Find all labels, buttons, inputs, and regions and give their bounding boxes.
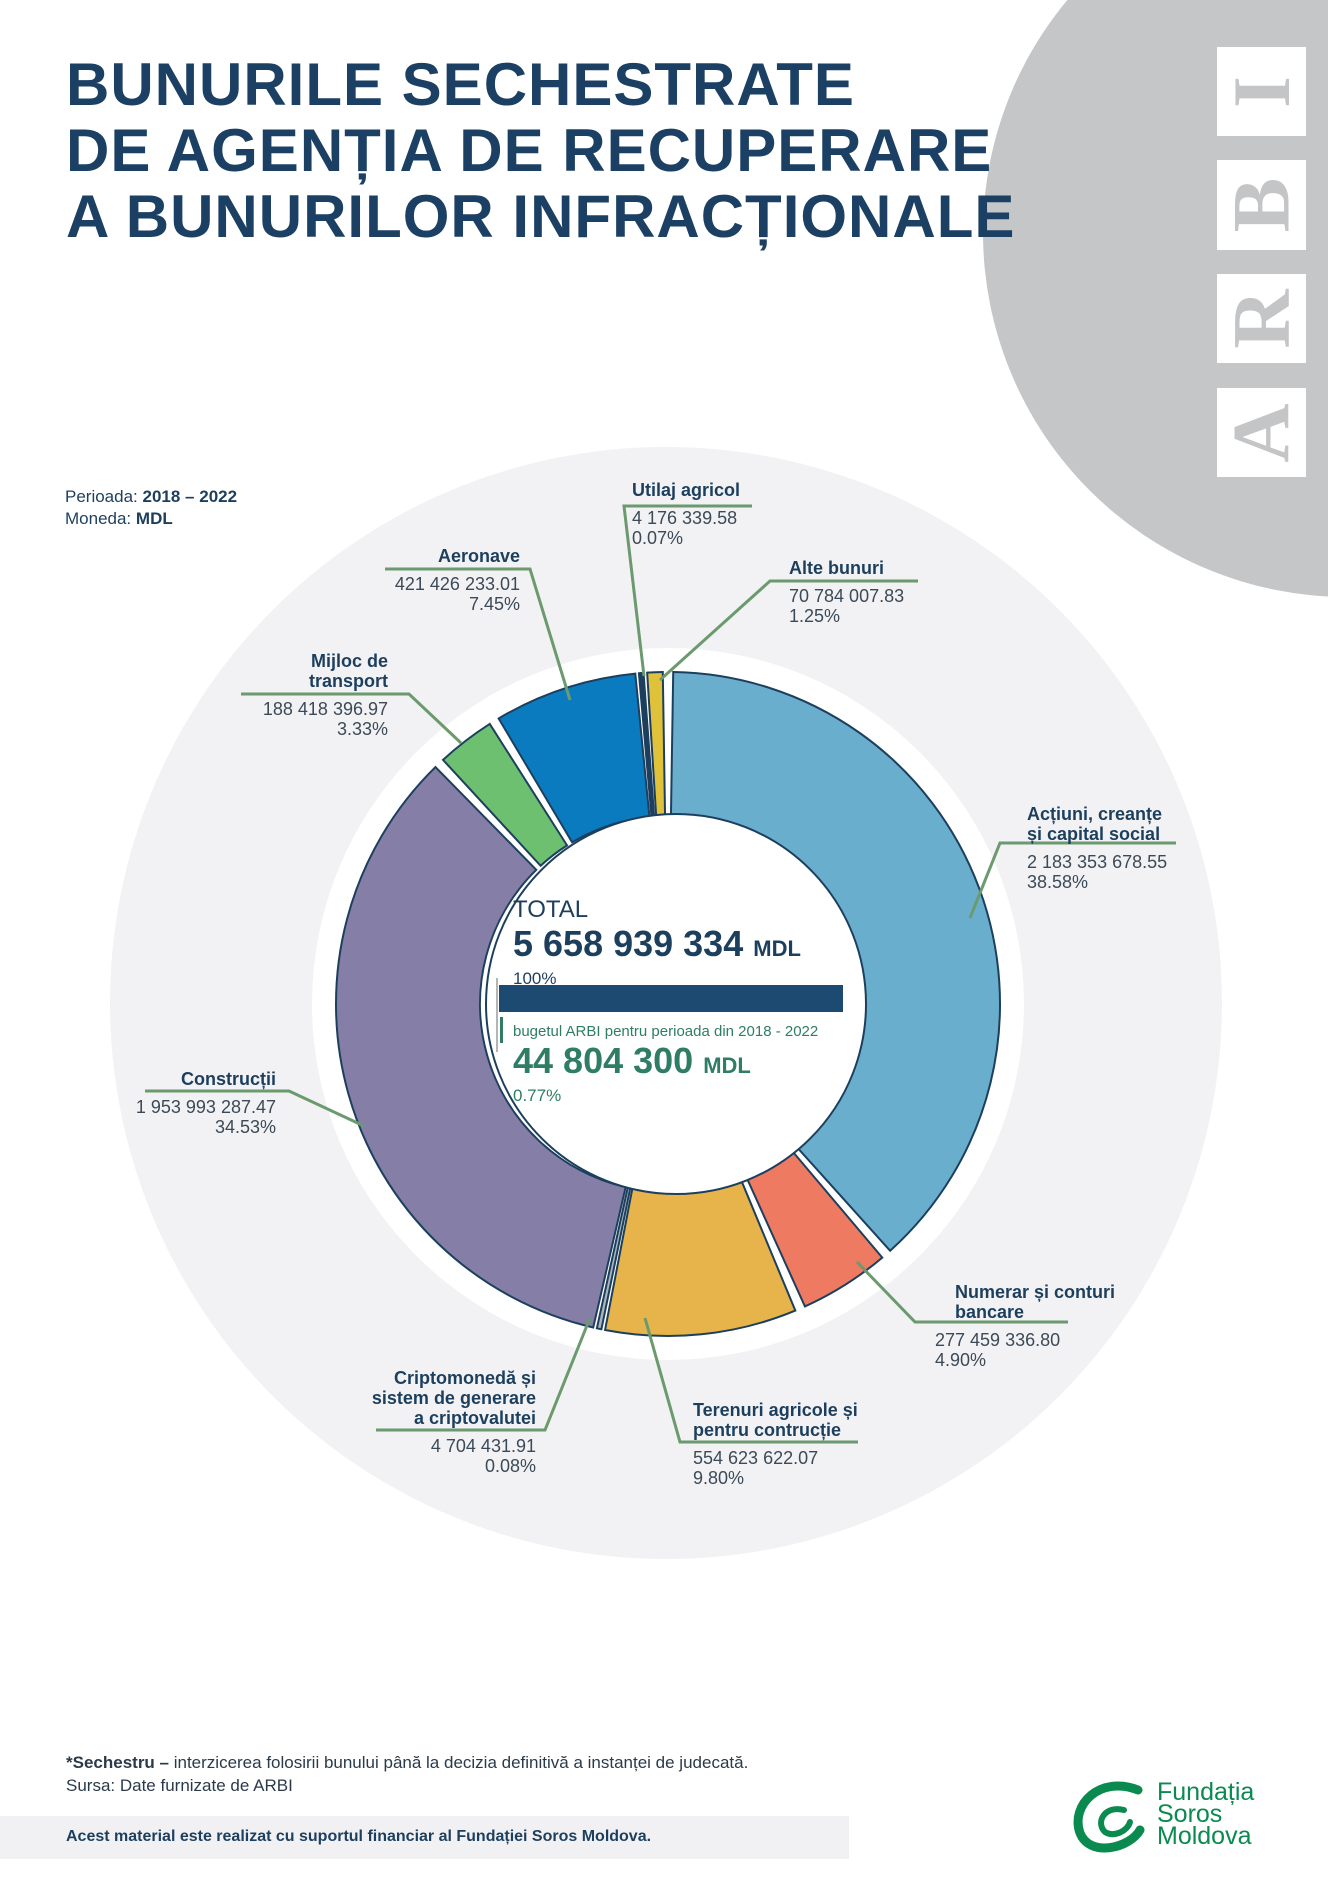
budget-marker xyxy=(500,1017,503,1043)
slice-label-cripto: Criptomonedă și sistem de generare a cri… xyxy=(372,1368,536,1476)
period-info: Perioada: 2018 – 2022 Moneda: MDL xyxy=(65,486,237,530)
slice-label-percent: 9.80% xyxy=(693,1468,745,1488)
period-value: 2018 – 2022 xyxy=(142,487,238,506)
slice-label-percent: 1.25% xyxy=(789,606,841,626)
slice-label-title: Aeronave xyxy=(437,546,520,566)
period-label: Perioada: xyxy=(65,487,138,506)
soros-logo-text: Soros xyxy=(1157,1800,1223,1828)
arbi-logo-letter-box: A xyxy=(1215,388,1307,477)
slice-label-percent: 4.90% xyxy=(935,1350,987,1370)
slice-label-title: bancare xyxy=(955,1302,1025,1322)
support-text: Acest material este realizat cu suportul… xyxy=(66,1828,652,1845)
page-title: BUNURILE SECHESTRATE DE AGENȚIA DE RECUP… xyxy=(66,52,1015,250)
total-value: 5 658 939 334 xyxy=(513,923,744,964)
arbi-logo-letter-box: I xyxy=(1215,47,1307,136)
slice-label-title: Terenuri agricole și xyxy=(693,1400,858,1420)
budget-value: 44 804 300 xyxy=(513,1040,694,1081)
divider-line xyxy=(496,978,498,1052)
title-line: A BUNURILOR INFRACȚIONALE xyxy=(66,183,1016,250)
slice-label-alte: Alte bunuri 70 784 007.83 1.25% xyxy=(789,558,904,626)
leader-lines xyxy=(145,504,1176,1444)
slice-label-value: 1 953 993 287.47 xyxy=(135,1097,276,1117)
currency-value: MDL xyxy=(135,509,173,528)
leader-line-mijloc xyxy=(241,692,463,745)
slice-label-mijloc: Mijloc de transport 188 418 396.97 3.33% xyxy=(263,651,388,739)
slice-label-percent: 34.53% xyxy=(214,1117,276,1137)
slice-label-percent: 7.45% xyxy=(468,594,520,614)
slice-label-actiuni: Acțiuni, creanțe și capital social 2 183… xyxy=(1027,804,1167,892)
slice-label-title: sistem de generare xyxy=(371,1388,536,1408)
slice-label-value: 554 623 622.07 xyxy=(693,1448,819,1468)
slice-label-title: Criptomonedă și xyxy=(393,1368,536,1388)
total-label: TOTAL xyxy=(513,896,589,923)
slice-label-title: transport xyxy=(308,671,388,691)
leader-line-utilaj xyxy=(622,504,752,677)
slice-label-value: 70 784 007.83 xyxy=(789,586,905,606)
slice-label-percent: 0.08% xyxy=(484,1456,536,1476)
slice-label-value: 421 426 233.01 xyxy=(394,574,520,594)
title-line: BUNURILE SECHESTRATE xyxy=(66,51,855,118)
slice-label-percent: 0.07% xyxy=(632,528,684,548)
arbi-logo-letter: R xyxy=(1215,288,1307,349)
currency-label: Moneda: xyxy=(65,509,132,528)
leader-line-cripto xyxy=(376,1317,592,1432)
budget-unit: MDL xyxy=(703,1053,751,1078)
support-banner: Acest material este realizat cu suportul… xyxy=(0,1816,849,1859)
arbi-logo-letter-box: R xyxy=(1215,274,1307,363)
slice-label-value: 4 176 339.58 xyxy=(632,508,738,528)
arbi-logo-letter: I xyxy=(1215,75,1307,108)
budget-percent: 0.77% xyxy=(513,1086,562,1105)
leader-line-terenuri xyxy=(643,1317,858,1444)
soros-logo-swirl-icon xyxy=(1073,1781,1145,1853)
slice-label-value: 277 459 336.80 xyxy=(935,1330,1061,1350)
leader-line-alte xyxy=(658,579,918,682)
slice-label-value: 188 418 396.97 xyxy=(262,699,388,719)
footnote-term: *Sechestru – xyxy=(66,1753,169,1772)
donut-slice-4 xyxy=(335,765,627,1329)
slice-label-title: Construcții xyxy=(180,1069,276,1089)
arbi-logo-letter: A xyxy=(1215,402,1307,463)
donut-slices xyxy=(335,671,1001,1337)
slice-label-percent: 3.33% xyxy=(336,719,388,739)
leader-line-actiuni xyxy=(968,841,1176,919)
slice-label-terenuri: Terenuri agricole și pentru contrucție 5… xyxy=(693,1400,858,1488)
budget-label: bugetul ARBI pentru perioada din 2018 - … xyxy=(513,1023,819,1040)
slice-label-title: Numerar și conturi xyxy=(955,1282,1116,1302)
soros-logo-text: Fundația xyxy=(1157,1778,1255,1806)
slice-label-title: Utilaj agricol xyxy=(632,480,741,500)
slice-label-title: pentru contrucție xyxy=(693,1420,842,1440)
donut-slice-5 xyxy=(441,722,569,868)
arbi-logo-letter: B xyxy=(1215,177,1307,233)
donut-slice-6 xyxy=(497,672,651,844)
title-line: DE AGENȚIA DE RECUPERARE xyxy=(66,117,993,184)
slice-label-title: Mijloc de xyxy=(310,651,388,671)
footnote-text: interzicerea folosirii bunului până la d… xyxy=(169,1753,749,1772)
slice-label-constructii: Construcții 1 953 993 287.47 34.53% xyxy=(136,1069,276,1137)
slice-label-title: și capital social xyxy=(1027,824,1161,844)
leader-line-aeronave xyxy=(385,567,572,701)
slice-label-title: Acțiuni, creanțe xyxy=(1027,804,1163,824)
footnote: *Sechestru – interzicerea folosirii bunu… xyxy=(66,1751,748,1797)
leader-line-numerar xyxy=(855,1260,1068,1324)
slice-label-value: 4 704 431.91 xyxy=(430,1436,536,1456)
slice-label-title: a criptovalutei xyxy=(413,1408,536,1428)
slice-label-value: 2 183 353 678.55 xyxy=(1027,852,1168,872)
total-unit: MDL xyxy=(753,936,801,961)
soros-logo-text: Moldova xyxy=(1157,1822,1252,1850)
budget-summary: bugetul ARBI pentru perioada din 2018 - … xyxy=(513,1023,818,1106)
slice-label-title: Alte bunuri xyxy=(789,558,884,578)
total-summary: TOTAL 5 658 939 334 MDL 100% xyxy=(513,896,801,989)
soros-logo: Fundația Soros Moldova xyxy=(1157,1778,1255,1850)
slice-label-aeronave: Aeronave 421 426 233.01 7.45% xyxy=(395,546,520,614)
slice-label-utilaj: Utilaj agricol 4 176 339.58 0.07% xyxy=(632,480,740,548)
total-bar xyxy=(499,985,843,1012)
leader-line-constructii xyxy=(145,1089,365,1128)
slice-label-percent: 38.58% xyxy=(1027,872,1089,892)
slice-label-numerar: Numerar și conturi bancare 277 459 336.8… xyxy=(935,1282,1116,1370)
total-percent: 100% xyxy=(513,969,557,988)
source-note: Sursa: Date furnizate de ARBI xyxy=(66,1776,293,1795)
arbi-logo-letter-box: B xyxy=(1215,160,1307,250)
